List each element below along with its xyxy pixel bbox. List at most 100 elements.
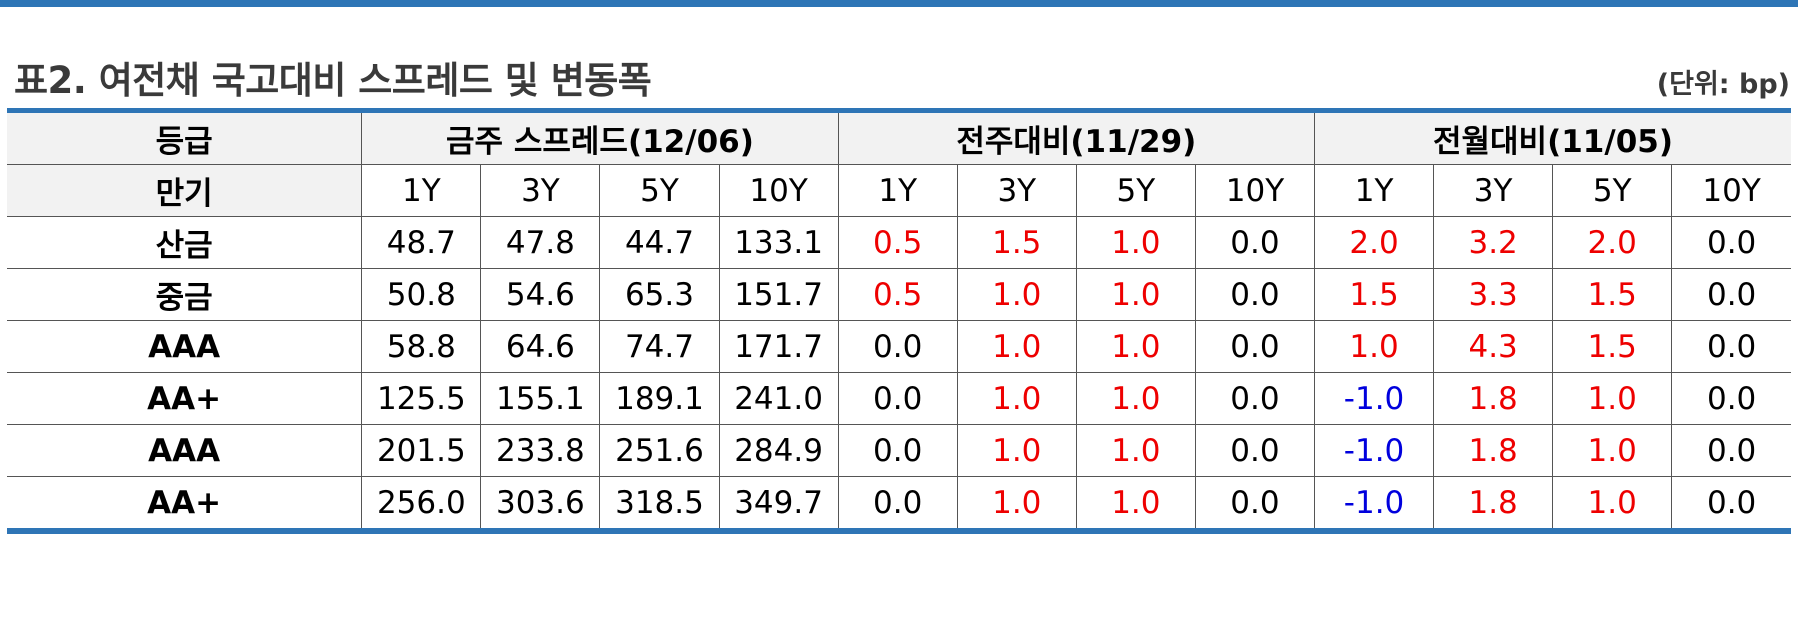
value-cell: 0.0 <box>1194 424 1315 477</box>
table-row: AA+ 125.5 155.1 189.1 241.0 0.0 1.0 1.0 0.0 -1.0 1… <box>7 372 1791 425</box>
grade-label: AA+ <box>7 476 362 531</box>
value-cell: 3.3 <box>1433 268 1553 321</box>
table-row: AAA 201.5 233.8 251.6 284.9 0.0 1.0 1.0 0.0 -1.0 1… <box>7 424 1791 477</box>
maturity-label: 5Y <box>599 164 720 217</box>
value-cell: 1.8 <box>1433 372 1553 425</box>
value-cell: 155.1 <box>480 372 600 425</box>
unit-label: (단위: bp) <box>1656 69 1790 100</box>
maturity-label: 1Y <box>1314 164 1434 217</box>
maturity-label: 5Y <box>1075 164 1196 217</box>
group-header-this-week: 금주 스프레드(12/06) <box>361 110 839 165</box>
value-cell: 4.3 <box>1433 320 1553 373</box>
value-cell: 0.0 <box>1671 476 1791 531</box>
value-cell: 1.0 <box>1075 268 1196 321</box>
value-cell: 0.0 <box>1671 268 1791 321</box>
value-cell: 125.5 <box>361 372 481 425</box>
maturity-label: 1Y <box>837 164 958 217</box>
value-cell: 201.5 <box>361 424 481 477</box>
maturity-header: 만기 <box>7 164 362 217</box>
value-cell: 284.9 <box>718 424 839 477</box>
value-cell: 1.5 <box>1314 268 1434 321</box>
value-cell: 1.0 <box>1075 320 1196 373</box>
value-cell: 1.0 <box>1314 320 1434 373</box>
maturity-label: 3Y <box>1433 164 1553 217</box>
value-cell: 44.7 <box>599 216 720 269</box>
value-cell: 1.0 <box>956 320 1077 373</box>
value-cell: 189.1 <box>599 372 720 425</box>
value-cell: 65.3 <box>599 268 720 321</box>
table-row: AAA 58.8 64.6 74.7 171.7 0.0 1.0 1.0 0.0 1.0 4.3 1.… <box>7 320 1791 373</box>
value-cell: 251.6 <box>599 424 720 477</box>
group-header-row: 등급 금주 스프레드(12/06) 전주대비(11/29) 전월대비(11/05… <box>7 110 1791 165</box>
value-cell: 0.0 <box>1671 372 1791 425</box>
table-row: 중금 50.8 54.6 65.3 151.7 0.5 1.0 1.0 0.0 1.5 3.3 1.5… <box>7 268 1791 321</box>
grade-label: AAA <box>7 424 362 477</box>
value-cell: -1.0 <box>1314 476 1434 531</box>
value-cell: 0.0 <box>1671 216 1791 269</box>
maturity-label: 10Y <box>1194 164 1315 217</box>
value-cell: 0.5 <box>837 268 958 321</box>
value-cell: 256.0 <box>361 476 481 531</box>
value-cell: 1.0 <box>1552 424 1672 477</box>
value-cell: 1.0 <box>1075 424 1196 477</box>
value-cell: 1.5 <box>1552 268 1672 321</box>
value-cell: 233.8 <box>480 424 600 477</box>
value-cell: 1.0 <box>956 372 1077 425</box>
grade-label: AAA <box>7 320 362 373</box>
value-cell: 0.0 <box>1194 268 1315 321</box>
value-cell: 0.0 <box>1194 372 1315 425</box>
maturity-label: 1Y <box>361 164 481 217</box>
value-cell: 3.2 <box>1433 216 1553 269</box>
value-cell: 2.0 <box>1552 216 1672 269</box>
grade-label: 중금 <box>7 268 362 321</box>
value-cell: 0.0 <box>1194 320 1315 373</box>
value-cell: 1.8 <box>1433 424 1553 477</box>
value-cell: 241.0 <box>718 372 839 425</box>
value-cell: 1.0 <box>1552 476 1672 531</box>
value-cell: 318.5 <box>599 476 720 531</box>
value-cell: 0.0 <box>1194 216 1315 269</box>
value-cell: 133.1 <box>718 216 839 269</box>
value-cell: 0.5 <box>837 216 958 269</box>
value-cell: 0.0 <box>837 320 958 373</box>
grade-label: 산금 <box>7 216 362 269</box>
value-cell: 0.0 <box>837 476 958 531</box>
value-cell: 0.0 <box>1671 320 1791 373</box>
value-cell: 1.0 <box>1075 216 1196 269</box>
maturity-label: 3Y <box>956 164 1077 217</box>
value-cell: -1.0 <box>1314 424 1434 477</box>
table-row: AA+ 256.0 303.6 318.5 349.7 0.0 1.0 1.0 0.0 -1.0 1… <box>7 476 1791 531</box>
grade-label: AA+ <box>7 372 362 425</box>
value-cell: 47.8 <box>480 216 600 269</box>
value-cell: 303.6 <box>480 476 600 531</box>
value-cell: 64.6 <box>480 320 600 373</box>
value-cell: 1.5 <box>1552 320 1672 373</box>
grade-header: 등급 <box>7 110 362 165</box>
value-cell: 48.7 <box>361 216 481 269</box>
value-cell: -1.0 <box>1314 372 1434 425</box>
group-header-vs-last-week: 전주대비(11/29) <box>837 110 1315 165</box>
value-cell: 50.8 <box>361 268 481 321</box>
maturity-label: 5Y <box>1552 164 1672 217</box>
value-cell: 54.6 <box>480 268 600 321</box>
value-cell: 1.0 <box>956 424 1077 477</box>
group-header-vs-last-month: 전월대비(11/05) <box>1314 110 1791 165</box>
value-cell: 1.5 <box>956 216 1077 269</box>
value-cell: 151.7 <box>718 268 839 321</box>
value-cell: 1.0 <box>956 268 1077 321</box>
table-row: 산금 48.7 47.8 44.7 133.1 0.5 1.5 1.0 0.0 2.0 3.2 2.0… <box>7 216 1791 269</box>
maturity-header-row: 만기 1Y 3Y 5Y 10Y 1Y 3Y 5Y 10Y 1Y 3Y 5Y 10… <box>7 164 1791 217</box>
value-cell: 2.0 <box>1314 216 1434 269</box>
value-cell: 0.0 <box>837 424 958 477</box>
value-cell: 58.8 <box>361 320 481 373</box>
value-cell: 1.0 <box>1075 476 1196 531</box>
value-cell: 0.0 <box>837 372 958 425</box>
value-cell: 0.0 <box>1671 424 1791 477</box>
value-cell: 1.0 <box>1552 372 1672 425</box>
top-rule <box>0 0 1798 7</box>
maturity-label: 10Y <box>1671 164 1791 217</box>
value-cell: 1.8 <box>1433 476 1553 531</box>
value-cell: 349.7 <box>718 476 839 531</box>
spread-table: 등급 금주 스프레드(12/06) 전주대비(11/29) 전월대비(11/05… <box>7 108 1791 534</box>
value-cell: 74.7 <box>599 320 720 373</box>
